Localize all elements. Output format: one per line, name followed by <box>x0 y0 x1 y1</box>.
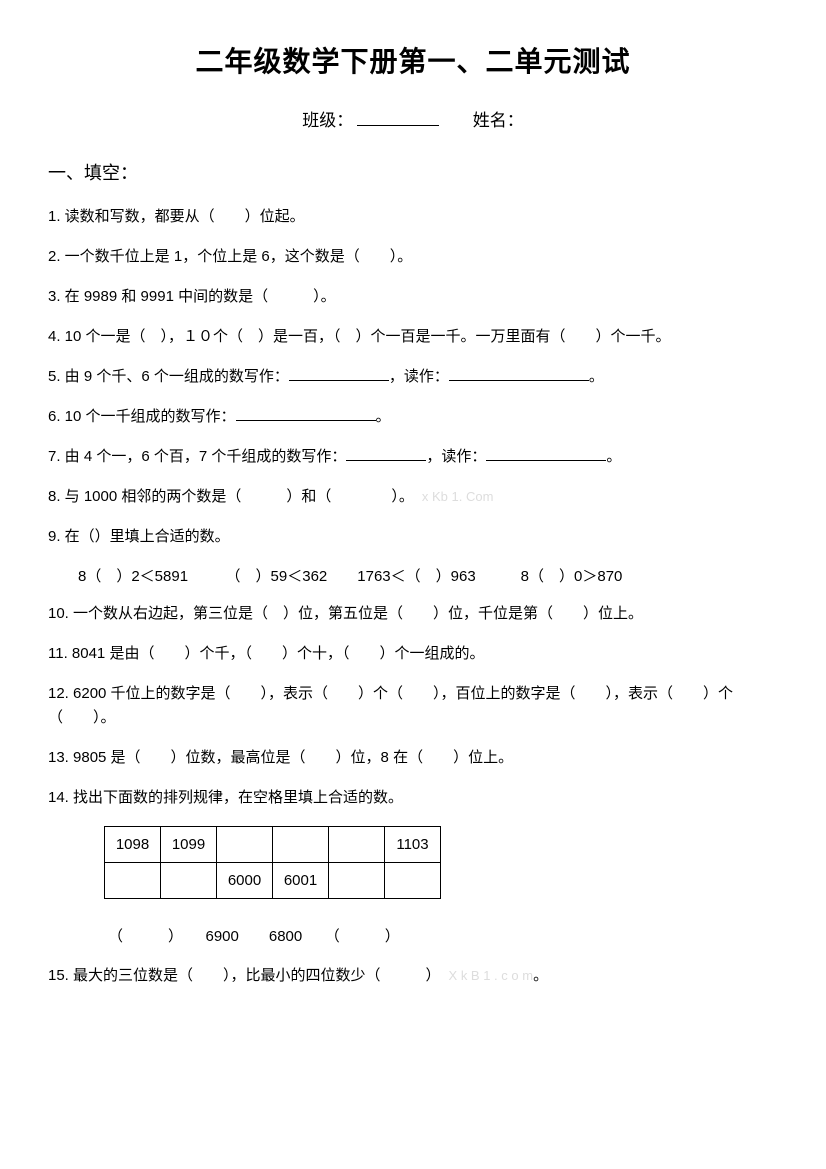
question-1: 1. 读数和写数，都要从（ ）位起。 <box>48 205 778 229</box>
table-row: 6000 6001 <box>105 863 441 899</box>
table-cell: 1099 <box>161 827 217 863</box>
q15-end: 。 <box>533 967 548 984</box>
question-7: 7. 由 4 个一，6 个百，7 个千组成的数写作： ，读作： 。 <box>48 445 778 469</box>
class-label: 班级： <box>302 111 353 130</box>
number-table: 1098 1099 1103 6000 6001 <box>104 826 441 899</box>
q6-blank-1 <box>236 406 376 421</box>
question-13: 13. 9805 是（ ）位数，最高位是（ ）位，8 在（ ）位上。 <box>48 746 778 770</box>
q5-part-a: 5. 由 9 个千、6 个一组成的数写作： <box>48 368 289 385</box>
q15-text: 15. 最大的三位数是（ ），比最小的四位数少（ ） <box>48 967 441 984</box>
question-5: 5. 由 9 个千、6 个一组成的数写作： ，读作： 。 <box>48 365 778 389</box>
table-cell: 6000 <box>217 863 273 899</box>
q8-text: 8. 与 1000 相邻的两个数是（ ）和（ ）。 <box>48 488 414 505</box>
q7-part-a: 7. 由 4 个一，6 个百，7 个千组成的数写作： <box>48 448 346 465</box>
table-cell: 6001 <box>273 863 329 899</box>
table-cell <box>385 863 441 899</box>
question-14-sequence: （ ） 6900 6800 （ ） <box>48 925 778 946</box>
q7-part-c: 。 <box>606 448 621 465</box>
table-cell <box>273 827 329 863</box>
table-row: 1098 1099 1103 <box>105 827 441 863</box>
q5-blank-1 <box>289 366 389 381</box>
page-title: 二年级数学下册第一、二单元测试 <box>48 40 778 80</box>
q6-part-b: 。 <box>376 408 391 425</box>
question-11: 11. 8041 是由（ ）个千，（ ）个十，（ ）个一组成的。 <box>48 642 778 666</box>
question-14: 14. 找出下面数的排列规律，在空格里填上合适的数。 <box>48 786 778 810</box>
q5-blank-2 <box>449 366 589 381</box>
q5-part-c: 。 <box>589 368 604 385</box>
question-6: 6. 10 个一千组成的数写作： 。 <box>48 405 778 429</box>
name-label: 姓名： <box>473 111 524 130</box>
table-cell <box>161 863 217 899</box>
table-cell <box>329 863 385 899</box>
q6-part-a: 6. 10 个一千组成的数写作： <box>48 408 236 425</box>
table-cell: 1103 <box>385 827 441 863</box>
question-3: 3. 在 9989 和 9991 中间的数是（ ）。 <box>48 285 778 309</box>
q7-part-b: ，读作： <box>426 448 486 465</box>
question-9-sub: 8（ ）2＜5891 （ ）59＜362 1763＜（ ）963 8（ ）0＞8… <box>48 565 778 586</box>
question-8: 8. 与 1000 相邻的两个数是（ ）和（ ）。 x Kb 1. Com <box>48 485 778 509</box>
table-cell <box>105 863 161 899</box>
question-4: 4. 10 个一是（ ），１０个（ ）是一百，（ ）个一百是一千。一万里面有（ … <box>48 325 778 349</box>
table-cell <box>217 827 273 863</box>
question-10: 10. 一个数从右边起，第三位是（ ）位，第五位是（ ）位，千位是第（ ）位上。 <box>48 602 778 626</box>
watermark-1: x Kb 1. Com <box>422 489 494 504</box>
section-1-heading: 一、填空： <box>48 159 778 185</box>
question-15: 15. 最大的三位数是（ ），比最小的四位数少（ ） X k B 1 . c o … <box>48 964 778 988</box>
q7-blank-1 <box>346 446 426 461</box>
q7-blank-2 <box>486 446 606 461</box>
table-cell: 1098 <box>105 827 161 863</box>
watermark-2: X k B 1 . c o m <box>449 968 534 983</box>
question-2: 2. 一个数千位上是 1，个位上是 6，这个数是（ ）。 <box>48 245 778 269</box>
question-9: 9. 在（）里填上合适的数。 <box>48 525 778 549</box>
table-cell <box>329 827 385 863</box>
q5-part-b: ，读作： <box>389 368 449 385</box>
student-info-line: 班级： 姓名： <box>48 106 778 131</box>
class-blank <box>357 109 439 126</box>
question-12: 12. 6200 千位上的数字是（ ），表示（ ）个（ ），百位上的数字是（ ）… <box>48 682 778 730</box>
